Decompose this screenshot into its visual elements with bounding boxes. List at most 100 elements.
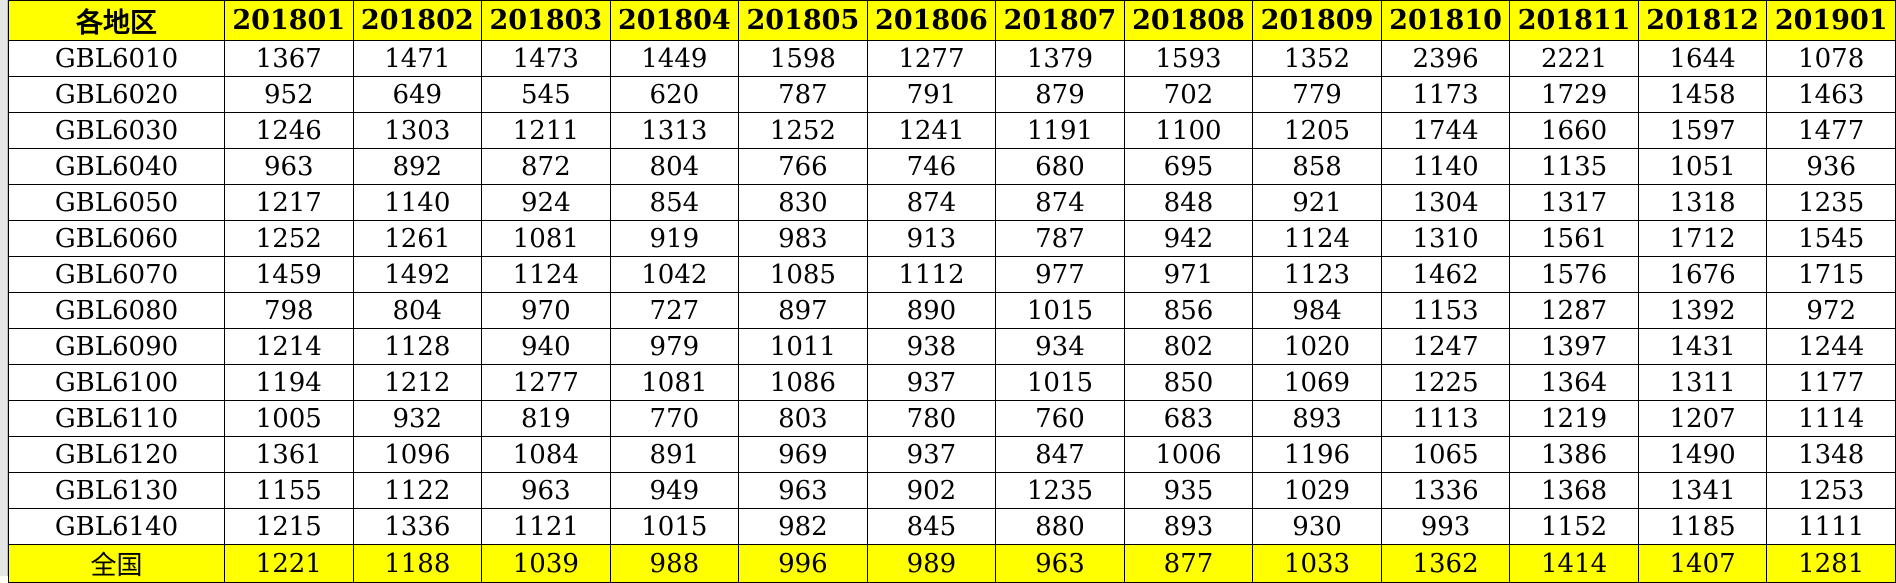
column-header-region[interactable]: 各地区 (8, 0, 225, 41)
value-cell[interactable]: 1336 (352, 508, 483, 545)
column-header-period[interactable]: 201803 (481, 0, 611, 41)
value-cell[interactable]: 1715 (1766, 256, 1896, 293)
value-cell[interactable]: 874 (866, 184, 997, 221)
value-cell[interactable]: 891 (609, 436, 740, 473)
value-cell[interactable]: 1676 (1637, 256, 1768, 293)
value-cell[interactable]: 1348 (1766, 436, 1896, 473)
value-cell[interactable]: 935 (1123, 472, 1254, 509)
value-cell[interactable]: 977 (995, 256, 1125, 293)
value-cell[interactable]: 1051 (1637, 148, 1768, 185)
value-cell[interactable]: 1124 (481, 256, 611, 293)
value-cell[interactable]: 970 (481, 292, 611, 329)
value-cell[interactable]: 1729 (1509, 76, 1639, 113)
value-cell[interactable]: 1545 (1766, 220, 1896, 257)
value-cell[interactable]: 1185 (1637, 508, 1768, 545)
value-cell[interactable]: 770 (609, 400, 740, 437)
total-value-cell[interactable]: 1362 (1380, 544, 1511, 583)
value-cell[interactable]: 649 (352, 76, 483, 113)
value-cell[interactable]: 963 (224, 148, 354, 185)
value-cell[interactable]: 1207 (1637, 400, 1768, 437)
value-cell[interactable]: 1152 (1509, 508, 1639, 545)
value-cell[interactable]: 1261 (352, 220, 483, 257)
value-cell[interactable]: 1155 (224, 472, 354, 509)
value-cell[interactable]: 1252 (224, 220, 354, 257)
column-header-period[interactable]: 201810 (1380, 0, 1511, 41)
value-cell[interactable]: 1462 (1380, 256, 1511, 293)
value-cell[interactable]: 1660 (1509, 112, 1639, 149)
value-cell[interactable]: 1593 (1123, 40, 1254, 77)
value-cell[interactable]: 760 (995, 400, 1125, 437)
value-cell[interactable]: 1712 (1637, 220, 1768, 257)
value-cell[interactable]: 545 (481, 76, 611, 113)
value-cell[interactable]: 804 (609, 148, 740, 185)
value-cell[interactable]: 1100 (1123, 112, 1254, 149)
value-cell[interactable]: 858 (1252, 148, 1382, 185)
region-cell[interactable]: GBL6030 (8, 112, 225, 149)
value-cell[interactable]: 1114 (1766, 400, 1896, 437)
value-cell[interactable]: 1576 (1509, 256, 1639, 293)
value-cell[interactable]: 1084 (481, 436, 611, 473)
value-cell[interactable]: 921 (1252, 184, 1382, 221)
value-cell[interactable]: 779 (1252, 76, 1382, 113)
value-cell[interactable]: 1128 (352, 328, 483, 365)
value-cell[interactable]: 695 (1123, 148, 1254, 185)
column-header-period[interactable]: 201812 (1637, 0, 1768, 41)
value-cell[interactable]: 919 (609, 220, 740, 257)
value-cell[interactable]: 1191 (995, 112, 1125, 149)
value-cell[interactable]: 1015 (995, 292, 1125, 329)
region-cell[interactable]: GBL6060 (8, 220, 225, 257)
value-cell[interactable]: 1431 (1637, 328, 1768, 365)
value-cell[interactable]: 1317 (1509, 184, 1639, 221)
value-cell[interactable]: 892 (352, 148, 483, 185)
value-cell[interactable]: 890 (866, 292, 997, 329)
value-cell[interactable]: 1217 (224, 184, 354, 221)
value-cell[interactable]: 983 (738, 220, 868, 257)
value-cell[interactable]: 1006 (1123, 436, 1254, 473)
value-cell[interactable]: 804 (352, 292, 483, 329)
value-cell[interactable]: 1367 (224, 40, 354, 77)
total-value-cell[interactable]: 877 (1123, 544, 1254, 583)
value-cell[interactable]: 1005 (224, 400, 354, 437)
region-cell[interactable]: GBL6120 (8, 436, 225, 473)
value-cell[interactable]: 1211 (481, 112, 611, 149)
value-cell[interactable]: 1463 (1766, 76, 1896, 113)
value-cell[interactable]: 1111 (1766, 508, 1896, 545)
value-cell[interactable]: 1379 (995, 40, 1125, 77)
value-cell[interactable]: 1492 (352, 256, 483, 293)
value-cell[interactable]: 620 (609, 76, 740, 113)
value-cell[interactable]: 798 (224, 292, 354, 329)
value-cell[interactable]: 937 (866, 364, 997, 401)
value-cell[interactable]: 963 (738, 472, 868, 509)
total-value-cell[interactable]: 989 (866, 544, 997, 583)
value-cell[interactable]: 1310 (1380, 220, 1511, 257)
value-cell[interactable]: 1121 (481, 508, 611, 545)
value-cell[interactable]: 1364 (1509, 364, 1639, 401)
value-cell[interactable]: 766 (738, 148, 868, 185)
value-cell[interactable]: 1598 (738, 40, 868, 77)
value-cell[interactable]: 1015 (995, 364, 1125, 401)
column-header-period[interactable]: 201811 (1509, 0, 1639, 41)
value-cell[interactable]: 1020 (1252, 328, 1382, 365)
value-cell[interactable]: 1065 (1380, 436, 1511, 473)
value-cell[interactable]: 963 (481, 472, 611, 509)
value-cell[interactable]: 993 (1380, 508, 1511, 545)
value-cell[interactable]: 1015 (609, 508, 740, 545)
value-cell[interactable]: 1235 (1766, 184, 1896, 221)
value-cell[interactable]: 1123 (1252, 256, 1382, 293)
value-cell[interactable]: 830 (738, 184, 868, 221)
value-cell[interactable]: 2221 (1509, 40, 1639, 77)
value-cell[interactable]: 1247 (1380, 328, 1511, 365)
value-cell[interactable]: 1113 (1380, 400, 1511, 437)
value-cell[interactable]: 1212 (352, 364, 483, 401)
value-cell[interactable]: 787 (738, 76, 868, 113)
value-cell[interactable]: 938 (866, 328, 997, 365)
region-cell[interactable]: GBL6010 (8, 40, 225, 77)
value-cell[interactable]: 1449 (609, 40, 740, 77)
value-cell[interactable]: 1140 (352, 184, 483, 221)
value-cell[interactable]: 1140 (1380, 148, 1511, 185)
value-cell[interactable]: 971 (1123, 256, 1254, 293)
value-cell[interactable]: 856 (1123, 292, 1254, 329)
total-value-cell[interactable]: 963 (995, 544, 1125, 583)
value-cell[interactable]: 1112 (866, 256, 997, 293)
total-value-cell[interactable]: 1407 (1637, 544, 1768, 583)
